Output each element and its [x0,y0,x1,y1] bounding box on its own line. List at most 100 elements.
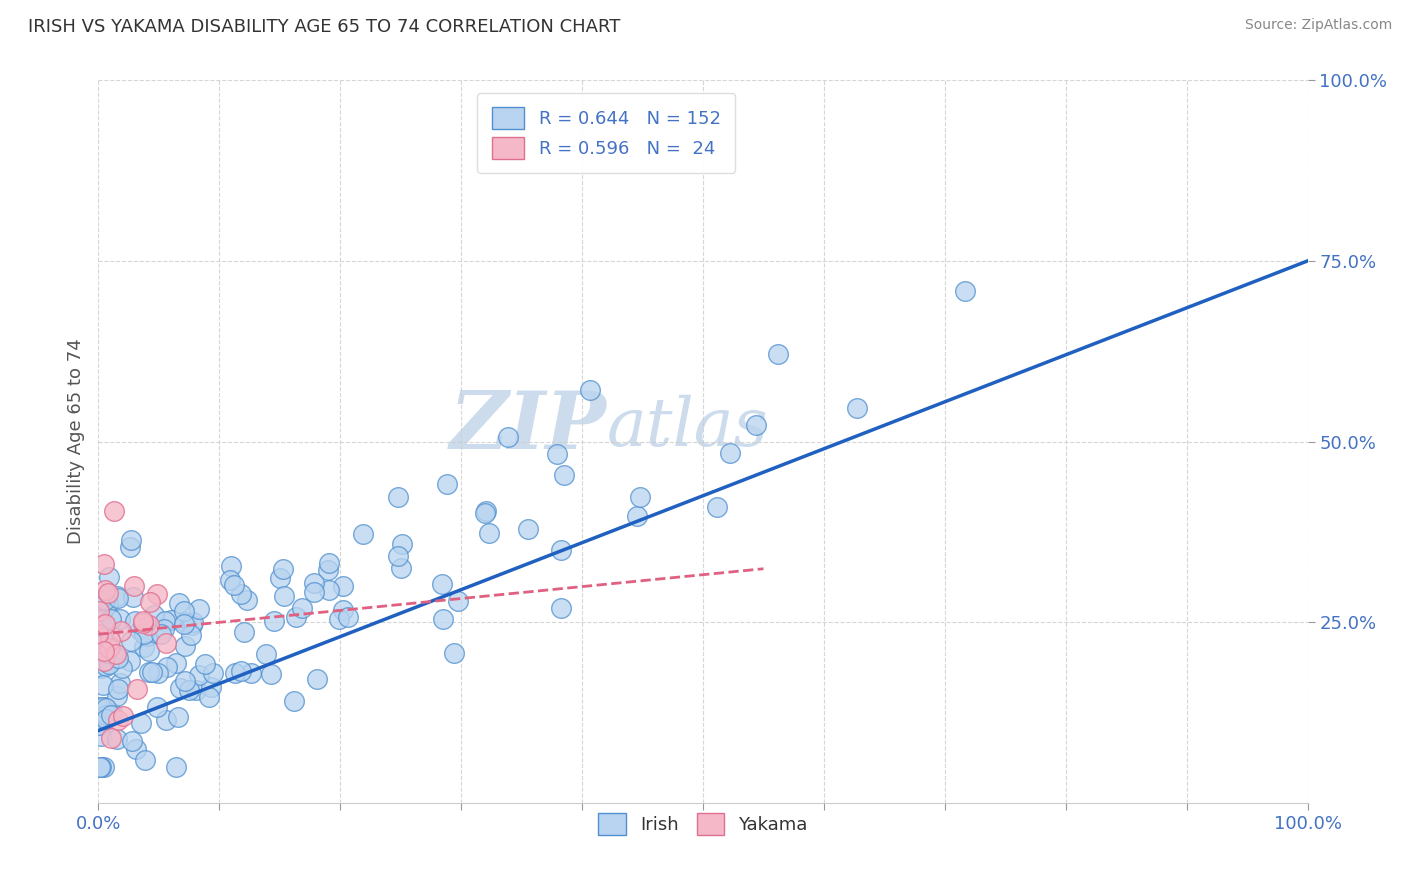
Point [173,615,195,629]
Point [127,682,149,697]
Point [100,731,122,745]
Point [124,615,146,629]
Point [91,678,114,692]
Point [478,526,501,541]
Point [202,665,225,680]
Point [138,644,160,658]
Point [474,506,496,520]
Point [138,665,160,680]
Point [132,614,155,628]
Point [167,596,190,610]
Point [129,716,152,731]
Point [87,594,110,608]
Point [337,610,360,624]
Point [332,578,354,592]
Point [90,638,112,652]
Point [94,659,117,673]
Point [90,630,112,644]
Point [231,586,253,600]
Point [146,665,169,680]
Point [87,641,110,656]
Point [120,634,142,648]
Text: Source: ZipAtlas.com: Source: ZipAtlas.com [1244,18,1392,32]
Point [183,615,205,629]
Point [93,618,115,632]
Point [87,601,110,615]
Point [260,667,283,681]
Point [105,590,128,604]
Point [332,603,354,617]
Point [108,676,131,690]
Point [141,665,163,679]
Point [93,654,115,668]
Point [188,668,211,682]
Point [93,582,115,597]
Point [132,627,155,641]
Point [122,590,145,604]
Point [188,602,211,616]
Point [233,624,256,639]
Point [173,617,195,632]
Point [89,640,111,654]
Point [107,682,129,697]
Point [98,632,121,647]
Point [150,626,173,640]
Point [94,712,117,726]
Point [98,657,121,672]
Point [87,644,110,658]
Point [122,579,145,593]
Y-axis label: Disability Age 65 to 74: Disability Age 65 to 74 [66,339,84,544]
Point [108,612,131,626]
Point [180,618,202,632]
Point [87,699,110,714]
Point [328,612,350,626]
Point [626,509,648,524]
Point [87,627,110,641]
Point [318,582,340,597]
Point [169,681,191,695]
Point [254,647,277,661]
Point [387,490,409,504]
Point [155,635,177,649]
Point [316,562,339,576]
Point [100,612,122,626]
Point [218,573,240,587]
Point [273,589,295,603]
Point [174,673,197,688]
Point [93,558,115,572]
Point [546,447,568,461]
Point [132,640,155,654]
Point [165,760,187,774]
Point [90,729,112,743]
Point [153,623,176,637]
Point [139,595,162,609]
Point [97,641,120,656]
Point [103,503,125,517]
Point [94,700,117,714]
Point [579,383,602,397]
Point [269,572,291,586]
Point [132,615,155,630]
Point [155,660,177,674]
Point [496,430,519,444]
Point [307,672,329,686]
Point [97,586,120,600]
Point [107,651,129,665]
Point [194,657,217,671]
Text: IRISH VS YAKAMA DISABILITY AGE 65 TO 74 CORRELATION CHART: IRISH VS YAKAMA DISABILITY AGE 65 TO 74 … [28,18,620,36]
Point [159,614,181,628]
Point [107,732,129,747]
Point [222,577,245,591]
Point [146,700,169,714]
Point [146,587,169,601]
Point [240,665,263,680]
Point [110,624,132,639]
Point [135,629,157,643]
Point [89,637,111,651]
Point [284,610,307,624]
Point [443,646,465,660]
Point [198,690,221,705]
Point [90,760,112,774]
Point [475,504,498,518]
Point [94,701,117,715]
